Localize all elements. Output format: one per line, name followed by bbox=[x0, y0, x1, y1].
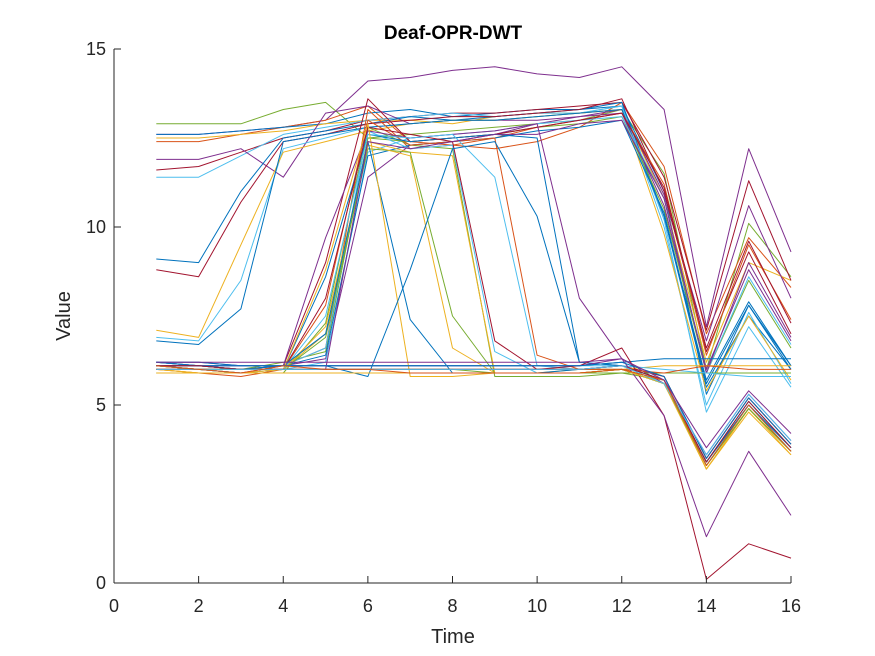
x-tick-label: 6 bbox=[363, 596, 373, 616]
series-line-46 bbox=[156, 365, 792, 466]
x-tick-label: 2 bbox=[194, 596, 204, 616]
y-axis-label: Value bbox=[53, 291, 75, 341]
x-tick-label: 0 bbox=[109, 596, 119, 616]
chart-title: Deaf-OPR-DWT bbox=[384, 23, 523, 44]
series-line-47 bbox=[156, 358, 792, 449]
series-line-9 bbox=[156, 101, 792, 388]
x-tick-label: 14 bbox=[696, 596, 716, 616]
y-tick-label: 0 bbox=[96, 573, 106, 593]
series-line-3 bbox=[156, 101, 792, 335]
x-ticks: 0 2 4 6 8 10 12 14 16 bbox=[109, 576, 801, 616]
x-tick-label: 12 bbox=[612, 596, 632, 616]
series-line-43 bbox=[156, 361, 792, 459]
x-tick-label: 8 bbox=[447, 596, 457, 616]
y-tick-label: 5 bbox=[96, 395, 106, 415]
y-tick-label: 10 bbox=[86, 217, 106, 237]
y-ticks: 0 5 10 15 bbox=[86, 39, 121, 593]
x-tick-label: 10 bbox=[527, 596, 547, 616]
x-tick-label: 16 bbox=[781, 596, 801, 616]
y-tick-label: 15 bbox=[86, 39, 106, 59]
plot-lines bbox=[156, 66, 792, 580]
x-axis-label: Time bbox=[431, 626, 475, 648]
x-tick-label: 4 bbox=[278, 596, 288, 616]
